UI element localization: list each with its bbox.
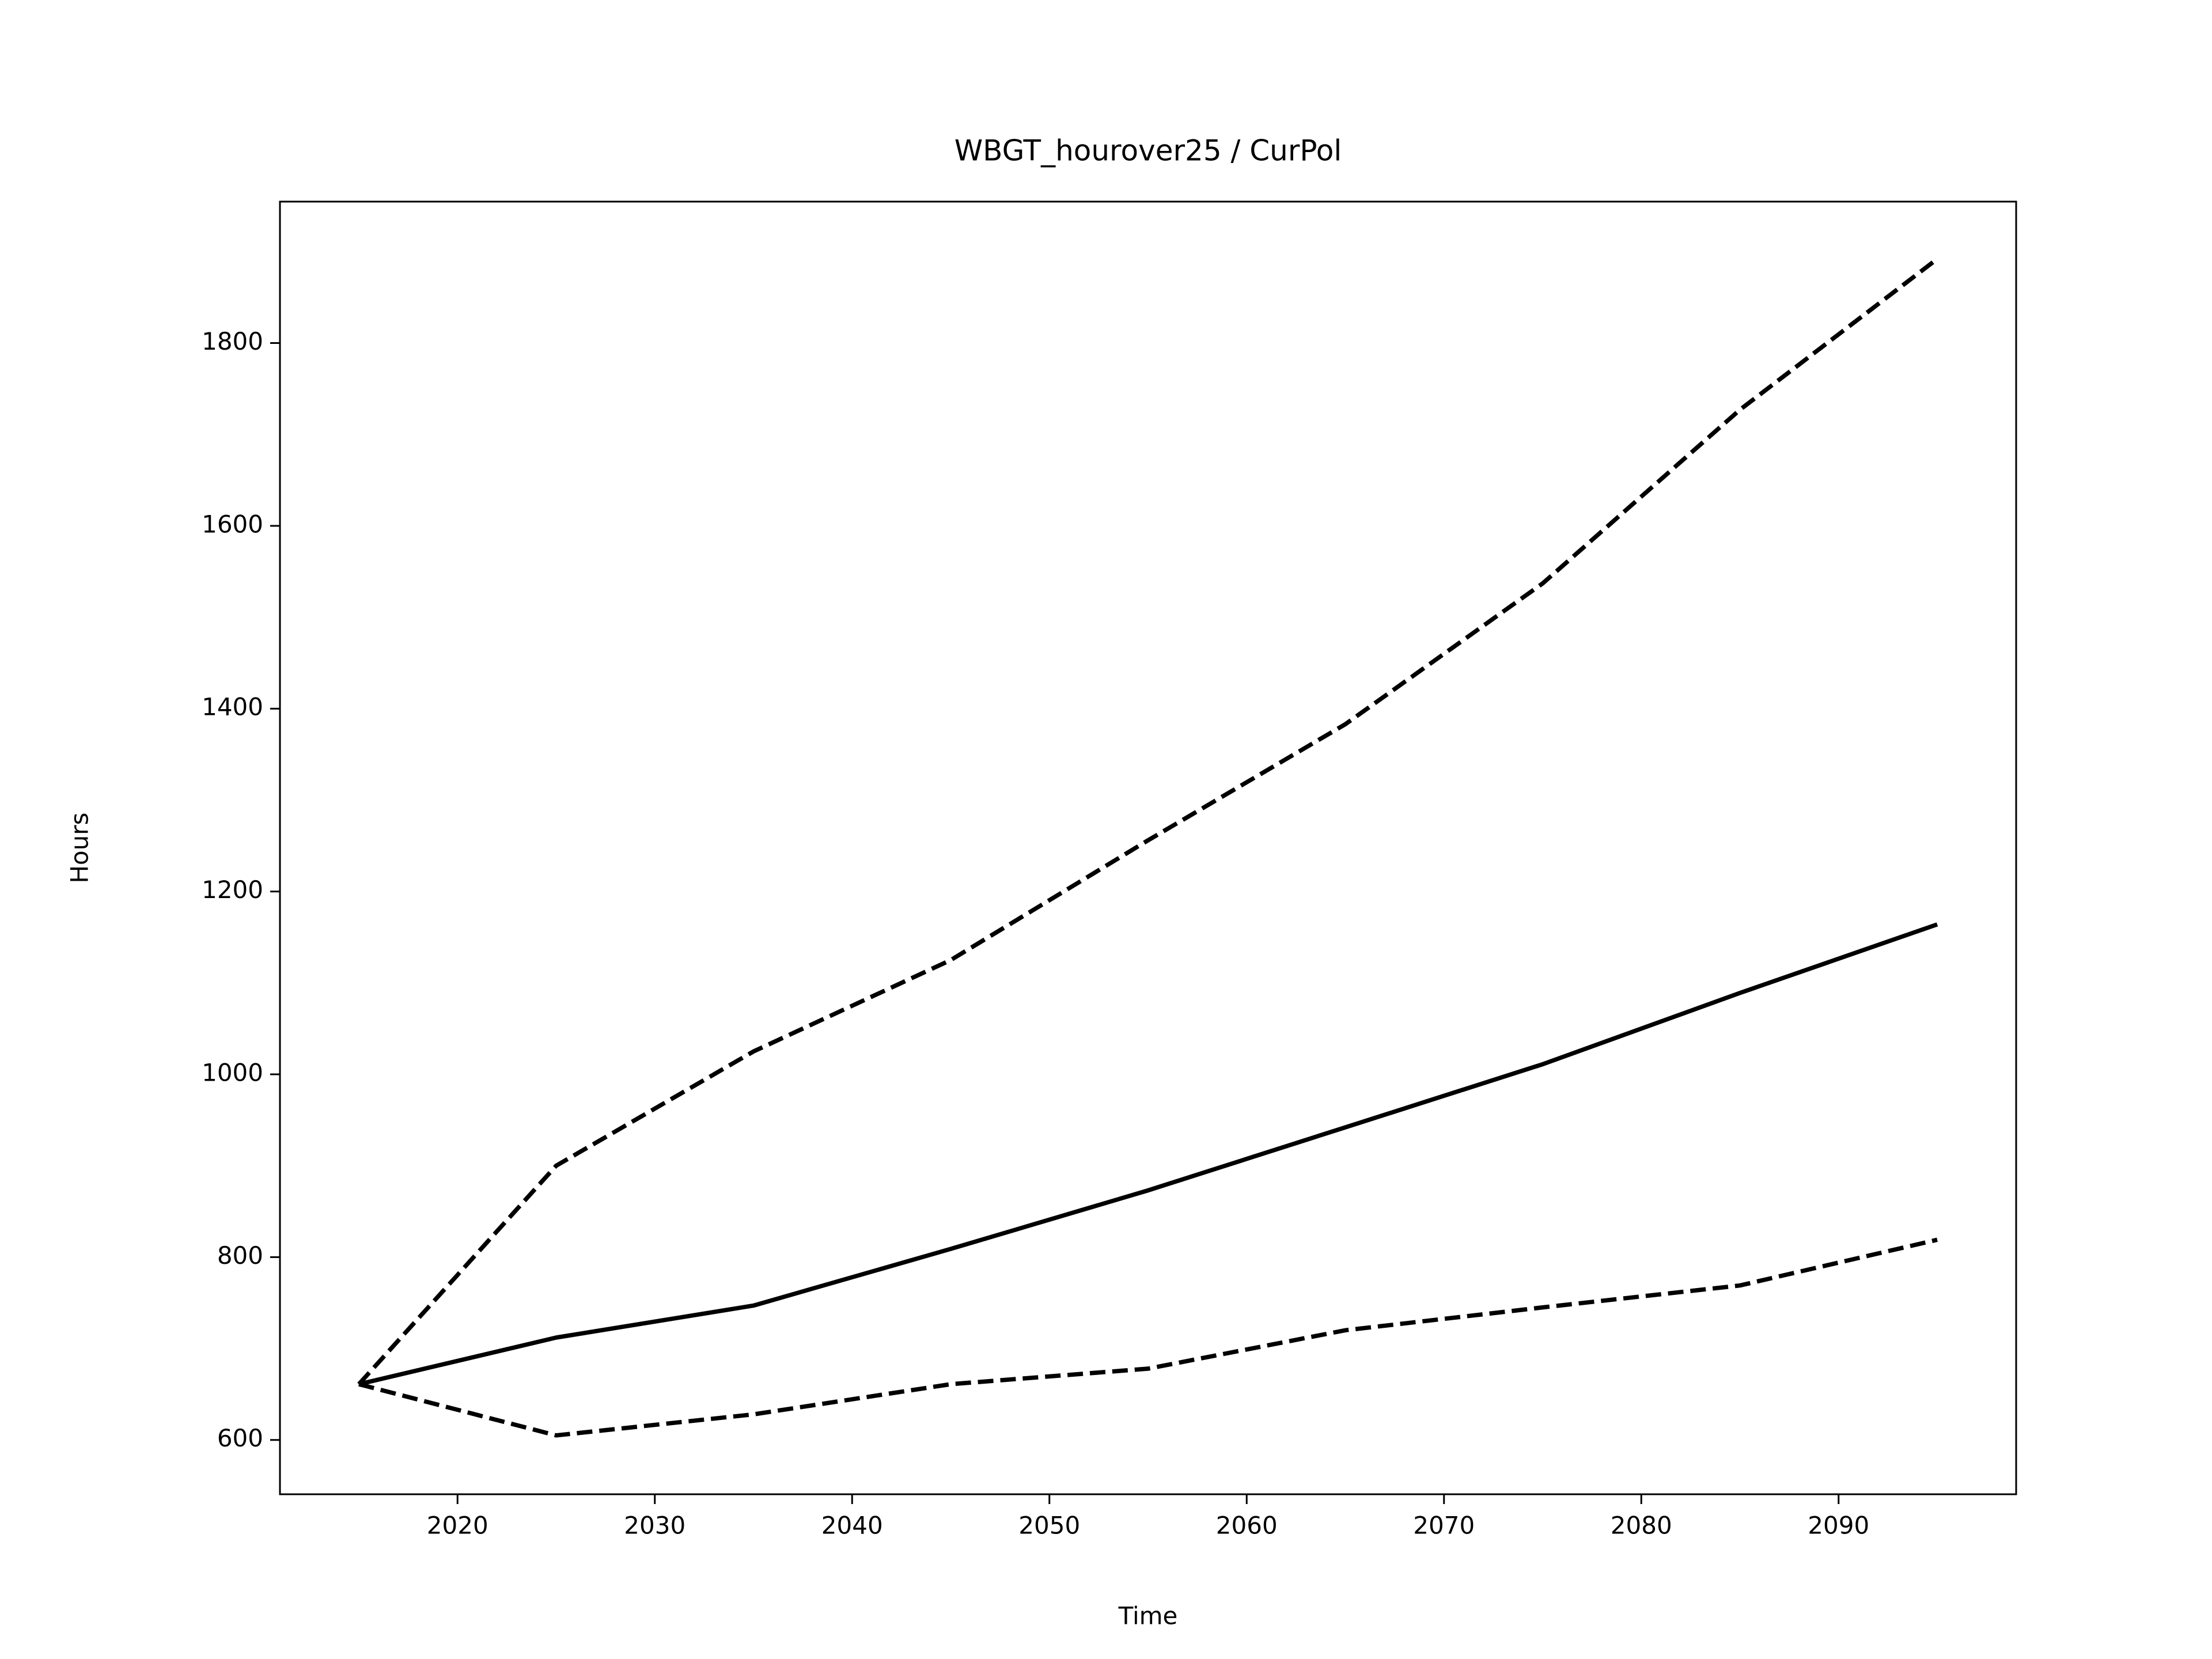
series-line [357, 257, 1939, 1386]
y-tick-label: 1800 [202, 327, 263, 355]
chart-title: WBGT_hourover25 / CurPol [955, 134, 1342, 168]
x-tick-label: 2030 [624, 1512, 685, 1540]
x-axis-label: Time [1118, 1602, 1178, 1630]
y-tick-label: 600 [217, 1424, 263, 1452]
x-tick-label: 2040 [821, 1512, 883, 1540]
series-line [358, 1237, 1938, 1438]
y-tick-label: 800 [217, 1241, 263, 1270]
y-axis-label: Hours [66, 812, 94, 883]
y-tick-label: 1000 [202, 1058, 263, 1086]
y-tick-label: 1400 [202, 693, 263, 721]
axes-frame [279, 200, 2017, 1495]
x-tick-label: 2050 [1018, 1512, 1080, 1540]
y-tick-label: 1200 [202, 876, 263, 904]
x-tick-label: 2060 [1216, 1512, 1278, 1540]
x-tick-label: 2020 [427, 1512, 488, 1540]
x-tick-label: 2090 [1808, 1512, 1869, 1540]
x-tick-label: 2080 [1611, 1512, 1672, 1540]
x-tick-label: 2070 [1413, 1512, 1475, 1540]
series-line [358, 922, 1938, 1387]
y-tick-label: 1600 [202, 510, 263, 538]
